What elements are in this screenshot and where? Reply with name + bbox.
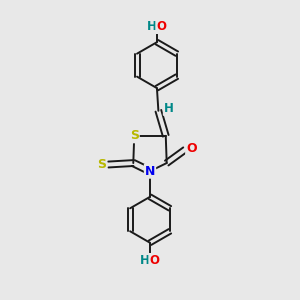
Text: H: H bbox=[147, 20, 157, 33]
Text: N: N bbox=[145, 165, 155, 178]
Text: O: O bbox=[156, 20, 166, 33]
Text: S: S bbox=[97, 158, 106, 171]
Text: S: S bbox=[130, 129, 139, 142]
Text: H: H bbox=[140, 254, 150, 267]
Text: H: H bbox=[164, 102, 174, 115]
Text: O: O bbox=[186, 142, 197, 155]
Text: O: O bbox=[149, 254, 159, 267]
